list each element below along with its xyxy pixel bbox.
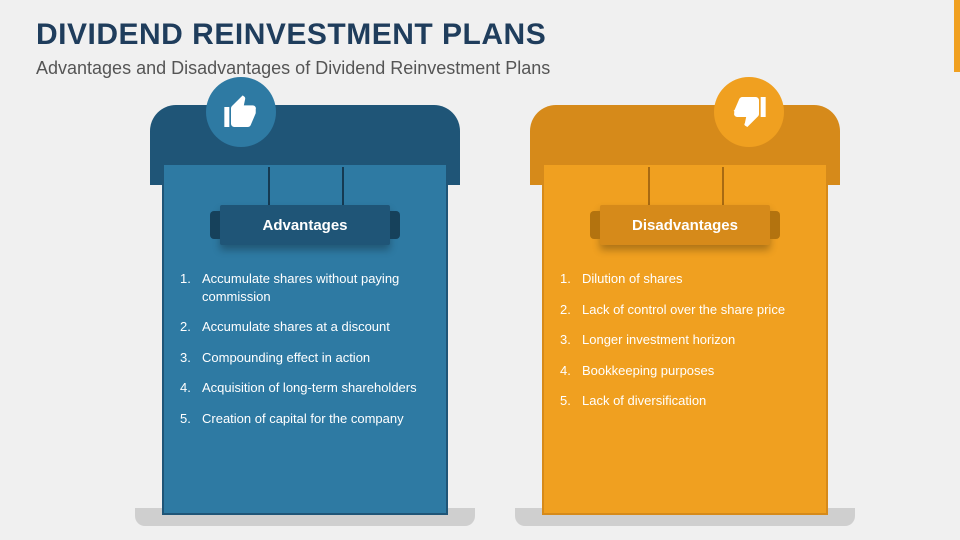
list-item: Compounding effect in action — [180, 349, 436, 367]
list-item: Accumulate shares at a discount — [180, 318, 436, 336]
disadvantages-list: Dilution of shares Lack of control over … — [560, 270, 816, 423]
advantages-label: Advantages — [220, 205, 390, 245]
list-item: Accumulate shares without paying commiss… — [180, 270, 436, 305]
list-item: Dilution of shares — [560, 270, 816, 288]
page-title: DIVIDEND REINVESTMENT PLANS — [36, 18, 546, 52]
thumbs-down-icon — [714, 77, 784, 147]
list-item: Lack of diversification — [560, 392, 816, 410]
thumbs-up-icon — [206, 77, 276, 147]
disadvantages-card: Disadvantages Dilution of shares Lack of… — [530, 105, 840, 515]
advantages-card: Advantages Accumulate shares without pay… — [150, 105, 460, 515]
list-item: Creation of capital for the company — [180, 410, 436, 428]
list-item: Longer investment horizon — [560, 331, 816, 349]
disadvantages-label: Disadvantages — [600, 205, 770, 245]
page-subtitle: Advantages and Disadvantages of Dividend… — [36, 58, 550, 79]
advantages-list: Accumulate shares without paying commiss… — [180, 270, 436, 440]
accent-bar — [954, 0, 960, 72]
list-item: Acquisition of long-term shareholders — [180, 379, 436, 397]
list-item: Lack of control over the share price — [560, 301, 816, 319]
list-item: Bookkeeping purposes — [560, 362, 816, 380]
